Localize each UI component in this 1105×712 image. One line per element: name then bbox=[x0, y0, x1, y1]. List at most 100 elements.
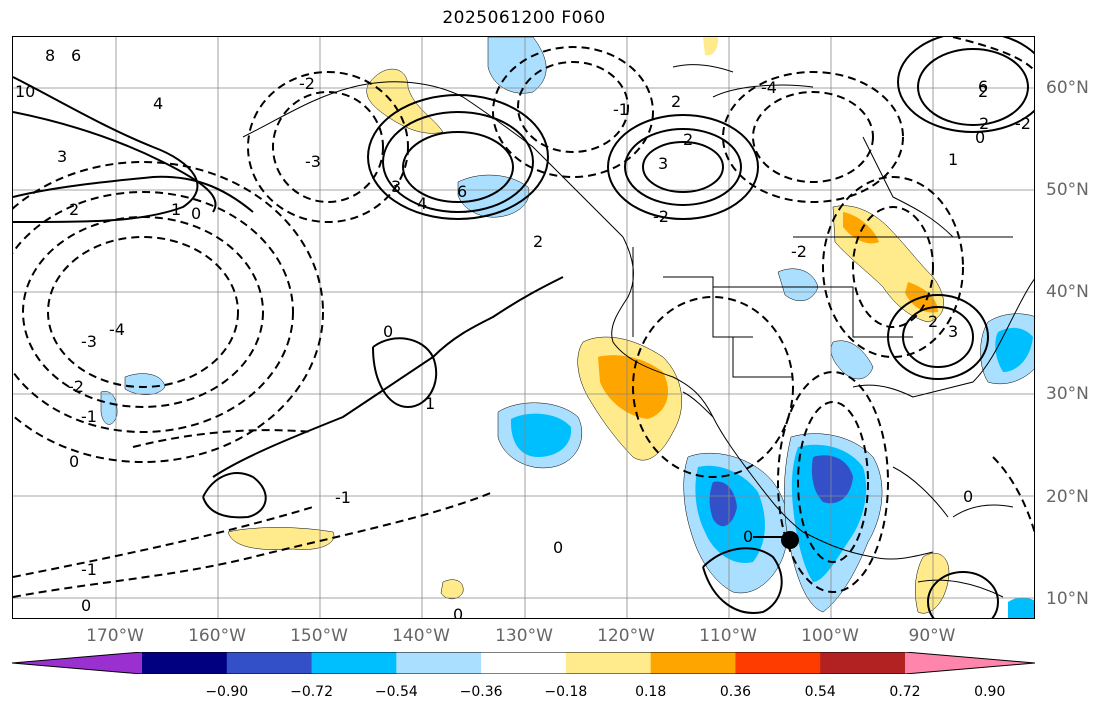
colorbar-tick: 0.18 bbox=[635, 684, 667, 700]
contour-label: -3 bbox=[81, 332, 97, 351]
shade-negative-texas bbox=[830, 340, 874, 380]
lon-label-160w: 160°W bbox=[188, 626, 246, 646]
colorbar-tick: −0.72 bbox=[290, 684, 333, 700]
contour-label: -1 bbox=[613, 100, 629, 119]
lon-label-110w: 110°W bbox=[699, 626, 757, 646]
shade-negative-offshore-core bbox=[510, 413, 572, 457]
shade-positive-greatlakes-core bbox=[843, 212, 879, 244]
weather-map: 6 8 10 4 3 2 1 0 -3 -4 -2 -1 6 4 3 2 2 3… bbox=[12, 36, 1035, 619]
shade-negative-mexico-deep bbox=[709, 481, 737, 527]
contour-label-group: 6 8 10 4 3 2 1 0 -3 -4 -2 -1 6 4 3 2 2 3… bbox=[15, 46, 1031, 619]
colorbar-swatch bbox=[565, 652, 652, 674]
negative-contours bbox=[13, 37, 1034, 598]
shade-negative-plains bbox=[777, 268, 819, 302]
colorbar-extend-min bbox=[12, 652, 142, 674]
contour-label: 3 bbox=[948, 322, 958, 341]
colorbar-swatch bbox=[735, 652, 821, 674]
colorbar-swatch bbox=[311, 652, 397, 674]
location-marker bbox=[781, 531, 799, 549]
lon-label-170w: 170°W bbox=[86, 626, 144, 646]
lat-label-20n: 20°N bbox=[1046, 487, 1089, 507]
lat-label-30n: 30°N bbox=[1046, 384, 1089, 404]
colorbar bbox=[12, 652, 1035, 674]
contour-label: 0 bbox=[191, 204, 201, 223]
shade-negative-pacific1 bbox=[124, 373, 166, 395]
contour-label: 2 bbox=[671, 92, 681, 111]
contour-label: -2 bbox=[68, 377, 84, 396]
colorbar-tick: 0.54 bbox=[804, 684, 836, 700]
colorbar-swatch bbox=[650, 652, 736, 674]
contour-label: 3 bbox=[57, 147, 67, 166]
lon-label-150w: 150°W bbox=[290, 626, 348, 646]
contour-label: 3 bbox=[391, 177, 401, 196]
contour-label: 0 bbox=[743, 527, 753, 546]
lon-label-120w: 120°W bbox=[597, 626, 655, 646]
contour-label: 1 bbox=[948, 150, 958, 169]
contour-label: 2 bbox=[978, 82, 988, 101]
contour-label: -2 bbox=[791, 242, 807, 261]
contour-label: 1 bbox=[171, 200, 181, 219]
lat-label-50n: 50°N bbox=[1046, 180, 1089, 200]
graticule bbox=[13, 37, 1034, 618]
contour-label: 6 bbox=[978, 77, 988, 96]
colorbar-swatch bbox=[226, 652, 313, 674]
positive-contours bbox=[13, 37, 1034, 618]
shade-negative-gulf-deep bbox=[811, 455, 853, 504]
contour-label: 0 bbox=[553, 538, 563, 557]
contour-label: 10 bbox=[15, 82, 35, 101]
coastlines bbox=[242, 64, 1034, 598]
lon-label-130w: 130°W bbox=[495, 626, 553, 646]
map-canvas: 6 8 10 4 3 2 1 0 -3 -4 -2 -1 6 4 3 2 2 3… bbox=[13, 37, 1034, 619]
colorbar-tick: 0.36 bbox=[719, 684, 752, 700]
contour-label: -1 bbox=[81, 407, 97, 426]
contour-label: 0 bbox=[975, 128, 985, 147]
lat-label-60n: 60°N bbox=[1046, 78, 1089, 98]
colorbar-tick: −0.90 bbox=[205, 684, 249, 700]
contour-label: 0 bbox=[383, 322, 393, 341]
lat-label-10n: 10°N bbox=[1046, 589, 1089, 609]
colorbar-tick: 0.90 bbox=[974, 684, 1006, 700]
shade-negative-eastcoast-core bbox=[995, 327, 1033, 372]
colorbar-tick: 0.72 bbox=[889, 684, 921, 700]
shade-positive-small bbox=[440, 579, 464, 600]
contour-label: 4 bbox=[417, 194, 427, 213]
colorbar-tick: −0.36 bbox=[459, 684, 503, 700]
contour-label: -4 bbox=[761, 78, 777, 97]
map-title: 2025061200 F060 bbox=[442, 8, 606, 28]
contour-label: 2 bbox=[979, 114, 989, 133]
lon-label-100w: 100°W bbox=[801, 626, 859, 646]
colorbar-extend-max bbox=[905, 652, 1035, 674]
colorbar-swatch bbox=[820, 652, 906, 674]
contour-label: -2 bbox=[1015, 114, 1031, 133]
contour-label: 0 bbox=[81, 596, 91, 615]
lon-label-90w: 90°W bbox=[908, 626, 956, 646]
colorbar-swatch bbox=[481, 652, 567, 674]
colorbar-swatch bbox=[396, 652, 482, 674]
contour-label: -3 bbox=[305, 152, 321, 171]
contour-label: -2 bbox=[299, 74, 315, 93]
contour-label: 8 bbox=[45, 46, 55, 65]
shade-positive-caribbean bbox=[915, 552, 950, 614]
contour-label: 1 bbox=[425, 394, 435, 413]
shade-positive-top bbox=[703, 37, 719, 56]
contour-label: 2 bbox=[533, 232, 543, 251]
colorbar-tick: −0.54 bbox=[374, 684, 418, 700]
contour-label: -1 bbox=[335, 488, 351, 507]
contour-label: 2 bbox=[683, 130, 693, 149]
lon-label-140w: 140°W bbox=[392, 626, 450, 646]
shade-negative-top bbox=[487, 37, 547, 94]
contour-label: 0 bbox=[963, 487, 973, 506]
contour-label: 3 bbox=[658, 154, 668, 173]
contour-label: 0 bbox=[69, 452, 79, 471]
shade-negative-se bbox=[1008, 597, 1034, 618]
contour-label: -1 bbox=[81, 560, 97, 579]
contour-label: 6 bbox=[457, 182, 467, 201]
colorbar-tick: −0.18 bbox=[544, 684, 588, 700]
contour-label: -4 bbox=[109, 320, 125, 339]
lat-label-40n: 40°N bbox=[1046, 282, 1089, 302]
contour-label: 2 bbox=[928, 312, 938, 331]
contour-label: 4 bbox=[153, 94, 163, 113]
contour-label: 0 bbox=[453, 605, 463, 619]
contour-label: 2 bbox=[69, 200, 79, 219]
colorbar-swatch bbox=[142, 652, 228, 674]
